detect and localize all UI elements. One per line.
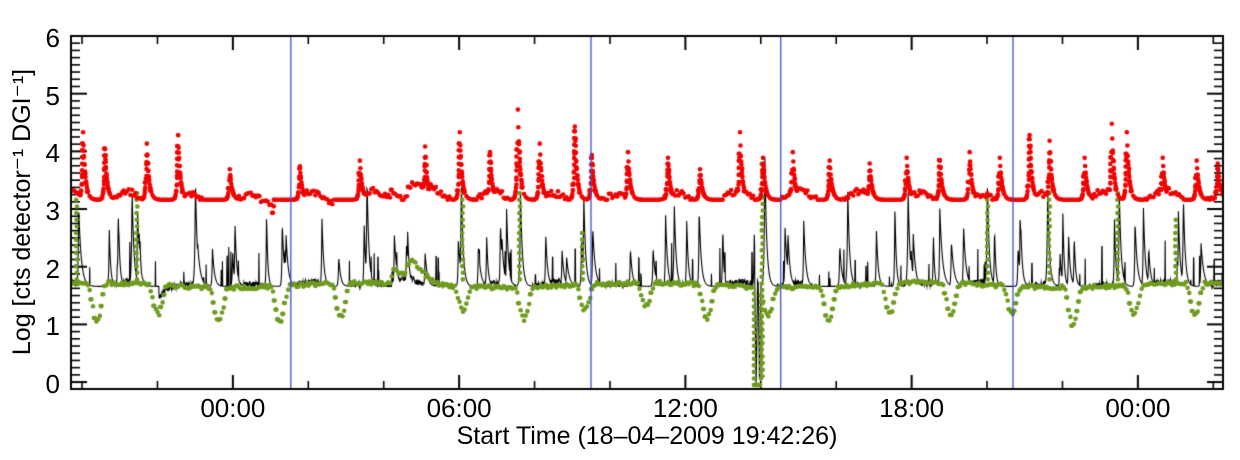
y-tick-label: 4 bbox=[45, 138, 60, 169]
y-tick-label: 6 bbox=[45, 23, 60, 53]
x-tick-label: 06:00 bbox=[426, 393, 492, 423]
y-tick-label: 3 bbox=[45, 196, 60, 227]
x-tick-label: 00:00 bbox=[1105, 393, 1171, 423]
x-tick-label: 18:00 bbox=[879, 393, 945, 423]
y-tick-label: 2 bbox=[45, 253, 60, 284]
y-tick-label: 0 bbox=[45, 369, 60, 400]
y-tick-label: 5 bbox=[45, 80, 60, 111]
x-tick-label: 12:00 bbox=[652, 393, 718, 423]
y-tick-label: 1 bbox=[45, 311, 60, 342]
x-tick-label: 00:00 bbox=[200, 393, 266, 423]
x-axis-title: Start Time (18–04–2009 19:42:26) bbox=[456, 422, 838, 450]
